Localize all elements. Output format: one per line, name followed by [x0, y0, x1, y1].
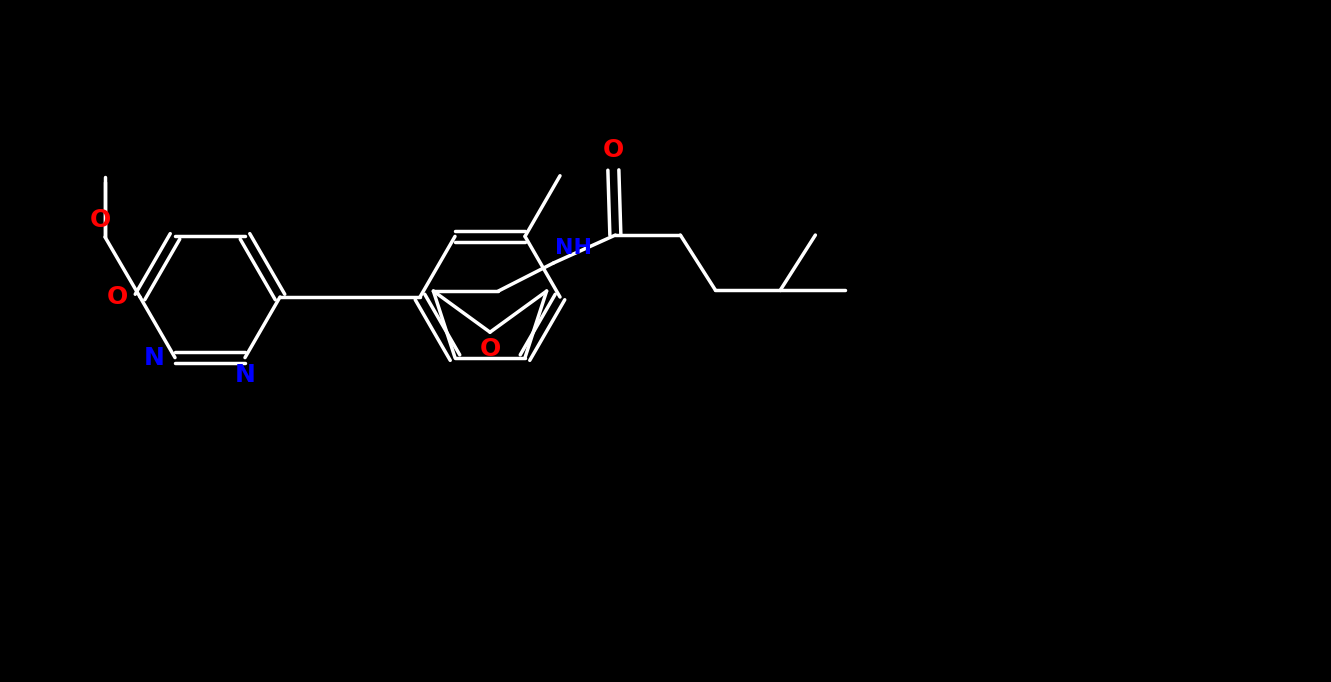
Text: O: O: [479, 337, 500, 361]
Text: NH: NH: [555, 238, 592, 258]
Text: N: N: [234, 363, 256, 387]
Text: O: O: [106, 285, 128, 309]
Text: O: O: [603, 138, 624, 162]
Text: O: O: [89, 208, 110, 232]
Text: N: N: [144, 346, 165, 370]
